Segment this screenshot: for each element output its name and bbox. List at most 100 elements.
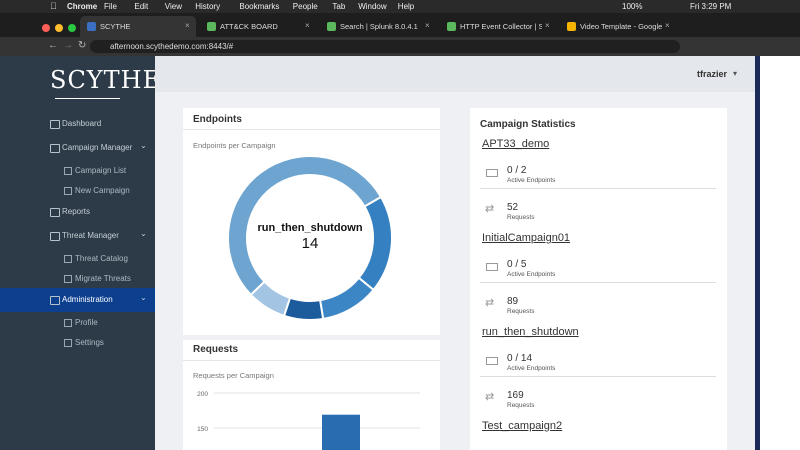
tab-title: Search | Splunk 8.0.4.1 — [340, 22, 418, 31]
nav-item[interactable]: Threat Manager ⌄ — [0, 224, 155, 248]
stat-label: Active Endpoints — [507, 365, 556, 372]
url-field[interactable]: afternoon.scythedemo.com:8443/# — [90, 40, 680, 53]
campaign-statistics-card: Campaign Statistics APT33_demo 0 / 2 Activ… — [470, 108, 727, 450]
stat-label: Active Endpoints — [507, 271, 556, 278]
nav-icon — [64, 339, 72, 347]
requests-card: Requests Requests per Campaign — [183, 340, 440, 450]
nav-label: Migrate Threats — [75, 274, 131, 283]
tab-close[interactable]: × — [425, 21, 430, 30]
menu-item[interactable]: Bookmarks — [239, 2, 280, 11]
card-subtitle: Requests per Campaign — [193, 371, 274, 380]
donut-segment — [249, 280, 292, 318]
nav-subitem[interactable]: Profile — [0, 312, 155, 332]
nav-subitem[interactable]: Settings — [0, 332, 155, 352]
divider — [480, 376, 716, 377]
forward-button[interactable]: → — [63, 40, 73, 51]
tab-icon — [327, 22, 336, 31]
donut-segment — [318, 276, 375, 321]
nav-label: Threat Manager — [62, 231, 119, 240]
nav-icon — [64, 167, 72, 175]
menu-item[interactable]: Tab — [332, 2, 346, 11]
user-caret[interactable]: ▾ — [733, 69, 738, 78]
close-button[interactable] — [42, 24, 50, 32]
nav-icon — [64, 255, 72, 263]
menu-item[interactable]: View — [164, 2, 182, 11]
menu-item[interactable]: History — [195, 2, 221, 11]
tab[interactable]: ATT&CK BOARD × — [200, 16, 316, 37]
nav-label: Profile — [75, 318, 98, 327]
nav-icon — [50, 208, 60, 217]
apple-menu[interactable]:  — [50, 1, 57, 11]
stat-value: 0 / 5 — [507, 259, 527, 270]
card-title: Endpoints — [193, 114, 242, 125]
campaign-link[interactable]: Test_campaign2 — [482, 420, 563, 432]
nav-subitem[interactable]: Campaign List — [0, 160, 155, 180]
tab-icon — [87, 22, 96, 31]
zoom-button[interactable] — [68, 24, 76, 32]
tab-title: SCYTHE — [100, 22, 131, 31]
laptop-icon — [486, 357, 498, 365]
divider — [480, 188, 716, 189]
tab-bar: SCYTHE × ATT&CK BOARD × Search | Splunk 8.0.… — [0, 13, 800, 37]
tab-close[interactable]: × — [665, 21, 670, 30]
user-menu[interactable]: tfrazier — [697, 69, 728, 79]
campaign-link[interactable]: run_then_shutdown — [482, 326, 579, 338]
nav-item[interactable]: Reports — [0, 200, 155, 224]
nav-icon — [50, 120, 60, 129]
logo-underline — [55, 98, 120, 99]
nav-icon — [50, 232, 60, 241]
menu-bar:  Chrome 100% Fri 3:29 PM File Edit View Hi… — [0, 0, 800, 13]
nav-icon — [64, 275, 72, 283]
nav-caret: ⌄ — [140, 229, 147, 238]
card-subtitle: Endpoints per Campaign — [193, 141, 276, 150]
nav-item[interactable]: Campaign Manager ⌄ — [0, 136, 155, 160]
divider — [183, 129, 440, 130]
back-button[interactable]: ← — [48, 40, 58, 51]
menu-item[interactable]: Help — [397, 2, 415, 11]
scroll-edge — [755, 56, 760, 450]
nav-caret: ⌄ — [140, 141, 147, 150]
logo[interactable]: SCYTHE — [50, 66, 162, 94]
campaign-link[interactable]: InitialCampaign01 — [482, 232, 571, 244]
divider — [183, 360, 440, 361]
card-title: Requests — [193, 344, 239, 355]
y-tick-label: 150 — [197, 426, 208, 433]
minimize-button[interactable] — [55, 24, 63, 32]
tab-icon — [207, 22, 216, 31]
menu-item[interactable]: People — [292, 2, 318, 11]
nav-icon — [64, 319, 72, 327]
menu-item[interactable]: Window — [358, 2, 387, 11]
nav-item[interactable]: Dashboard — [0, 112, 155, 136]
tab-title: Video Template - Google Slides — [580, 22, 662, 31]
tab-close[interactable]: × — [545, 21, 550, 30]
menu-item[interactable]: File — [104, 2, 117, 11]
nav-icon — [64, 187, 72, 195]
tab-icon — [447, 22, 456, 31]
tab[interactable]: Search | Splunk 8.0.4.1 × — [320, 16, 436, 37]
nav-item[interactable]: Administration ⌄ — [0, 288, 155, 312]
tab-title: ATT&CK BOARD — [220, 22, 278, 31]
reload-button[interactable]: ↻ — [78, 40, 87, 51]
tab-close[interactable]: × — [185, 21, 190, 30]
stat-value: 0 / 2 — [507, 165, 527, 176]
nav-label: New Campaign — [75, 186, 130, 195]
nav-label: Dashboard — [62, 119, 102, 128]
page-margin — [760, 56, 800, 450]
card-title: Campaign Statistics — [480, 119, 576, 130]
tab[interactable]: Video Template - Google Slides× — [560, 16, 676, 37]
stat-label: Requests — [507, 214, 535, 221]
nav-subitem[interactable]: New Campaign — [0, 180, 155, 200]
stat-value: 0 / 14 — [507, 353, 533, 364]
campaign-link[interactable]: APT33_demo — [482, 138, 550, 150]
nav-subitem[interactable]: Threat Catalog — [0, 248, 155, 268]
transfer-icon: ⇄ — [485, 391, 495, 403]
app-menu[interactable]: Chrome — [67, 2, 98, 11]
stat-label: Active Endpoints — [507, 177, 556, 184]
tab[interactable]: HTTP Event Collector | Splunk× — [440, 16, 556, 37]
tab[interactable]: SCYTHE × — [80, 16, 196, 37]
nav-subitem[interactable]: Migrate Threats — [0, 268, 155, 288]
sidebar: SCYTHE Dashboard Campaign Manager ⌄ Campaig… — [0, 56, 160, 450]
menu-item[interactable]: Edit — [134, 2, 149, 11]
tab-close[interactable]: × — [305, 21, 310, 30]
